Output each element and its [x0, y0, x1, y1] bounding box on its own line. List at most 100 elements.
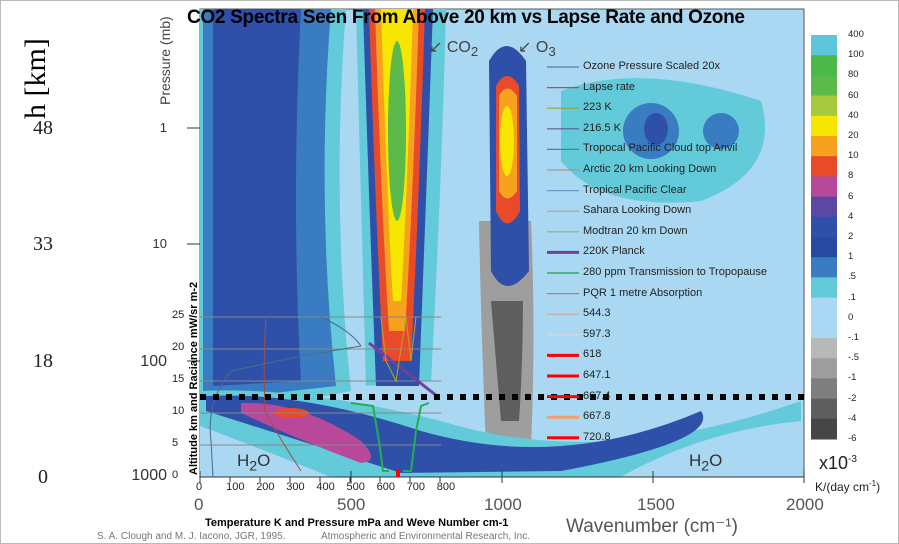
x-tick: 500 [337, 495, 366, 514]
legend-item: 618 [583, 348, 602, 361]
colorbar-swatch [811, 237, 837, 258]
colorbar-label: 400 [848, 29, 864, 40]
altitude-axis-label: h [km] [19, 38, 52, 119]
colorbar-swatch [811, 216, 837, 238]
colorbar-label: 80 [848, 69, 859, 81]
colorbar-swatch [811, 35, 837, 56]
overlay-y-tick: 0 [172, 469, 179, 481]
colorbar-swatch [811, 55, 837, 76]
contour-right-blue-2 [703, 113, 739, 149]
colorbar-label: .1 [848, 291, 856, 303]
legend-item: 280 ppm Transmission to Tropopause [583, 266, 768, 278]
pressure-axis-label: Pressure (mb) [157, 16, 173, 105]
pressure-tick: 10 [152, 236, 167, 251]
credit-line: S. A. Clough and M. J. Iacono, JGR, 1995… [97, 531, 286, 542]
altitude-tick: 33 [33, 233, 53, 255]
overlay-y-tick: 15 [172, 373, 185, 385]
x-axis-label: Wavenumber (cm⁻¹) [566, 516, 738, 537]
colorbar-swatch [811, 297, 837, 319]
h2o-label-right: H2O [689, 451, 723, 475]
overlay-y-tick: 20 [172, 341, 185, 353]
pressure-tick: 1 [159, 120, 167, 135]
legend-lines [547, 66, 579, 440]
colorbar-label: -.5 [848, 352, 860, 364]
legend-item: Lapse rate [583, 80, 635, 93]
legend-item: Ozone Pressure Scaled 20x [583, 60, 720, 72]
colorbar-swatch [811, 95, 837, 117]
altitude-tick: 0 [38, 466, 48, 488]
altitude-tick: 48 [33, 117, 53, 139]
colorbar-label: -4 [848, 412, 857, 424]
colorbar-label: -2 [848, 392, 857, 404]
x-tick: 2000 [786, 495, 824, 514]
chart-title: CO2 Spectra Seen From Above 20 km vs Lap… [187, 7, 745, 28]
overlay-x-tick: 100 [226, 481, 245, 493]
legend-item: 223 K [583, 101, 612, 114]
overlay-y-tick: 5 [172, 437, 179, 449]
colorbar-label: 10 [848, 150, 859, 162]
line-marker-667 [396, 469, 400, 477]
contour-bottom-magenta [241, 402, 371, 463]
colorbar-label: -6 [848, 433, 857, 444]
ozone-line [209, 316, 362, 478]
overlay-x-tick: 200 [256, 481, 275, 493]
contour-bottom-light [200, 426, 331, 477]
contour-darkblue-left [213, 9, 301, 386]
overlay-x-tick: 300 [286, 481, 305, 493]
credit-line: Atmospheric and Environmental Research, … [321, 531, 530, 542]
colorbar-label: 100 [848, 49, 864, 61]
legend-item: 647.1 [583, 369, 611, 381]
colorbar [811, 35, 837, 440]
colorbar-swatch [811, 156, 837, 177]
planck-220k-line [368, 341, 438, 398]
x-axis-ticks [187, 127, 805, 483]
colorbar-swatch [811, 378, 837, 400]
colorbar-swatch [811, 176, 837, 198]
contour-o3-yellow [500, 106, 514, 176]
colorbar-swatch [811, 338, 837, 359]
colorbar-label: 20 [848, 130, 859, 141]
contour-co2-green [388, 41, 406, 221]
legend-item: Modtran 20 km Down [583, 224, 688, 237]
legend-item: 720.8 [583, 430, 611, 443]
colorbar-swatch [811, 317, 837, 339]
x-tick: 0 [194, 495, 204, 514]
colorbar-label: 1 [848, 251, 854, 263]
colorbar-label: .5 [848, 271, 856, 283]
co2-band-label: ↙ CO2 [429, 39, 479, 60]
altitude-tick: 18 [33, 350, 53, 372]
legend-item: Tropical Pacific Clear [583, 183, 687, 196]
colorbar-swatch [811, 277, 837, 299]
colorbar-label: 2 [848, 231, 854, 242]
colorbar-label: -.1 [848, 332, 860, 343]
legend-item: Tropocal Pacific Cloud top Anvil [583, 142, 738, 155]
overlay-gridlines [200, 316, 441, 446]
legend-item: PQR 1 metre Absorption [583, 286, 703, 299]
overlay-x-ticks [199, 477, 441, 483]
colorbar-swatch [811, 257, 837, 278]
colorbar-label: 8 [848, 170, 854, 182]
overlay-x-tick: 700 [406, 481, 426, 493]
colorbar-label: 4 [848, 210, 854, 222]
colorbar-multiplier: x10-3 [819, 453, 857, 473]
legend-item: Sahara Looking Down [583, 204, 692, 217]
colorbar-label: 40 [848, 109, 859, 121]
overlay-x-tick: 600 [376, 481, 395, 493]
x-tick: 1000 [484, 495, 522, 514]
colorbar-label: 6 [848, 190, 854, 202]
overlay-x-tick: 400 [316, 481, 335, 493]
legend-item: 667.8 [583, 410, 611, 423]
overlay-y-axis-label: Altitude km and Raciance mW/sr m-2 [188, 281, 200, 475]
colorbar-unit: K/(day cm-1) [815, 479, 881, 494]
contour-bottom-blue [206, 395, 704, 473]
colorbar-swatch [811, 196, 837, 218]
colorbar-swatch [811, 75, 837, 97]
colorbar-swatch [811, 358, 837, 379]
overlay-x-axis-label: Temperature K and Pressure mPa and Weve … [205, 517, 509, 529]
colorbar-label: -1 [848, 372, 857, 384]
colorbar-swatch [811, 115, 837, 137]
o3-band-label: ↙ O3 [518, 39, 556, 60]
legend-item: 544.3 [583, 307, 611, 320]
